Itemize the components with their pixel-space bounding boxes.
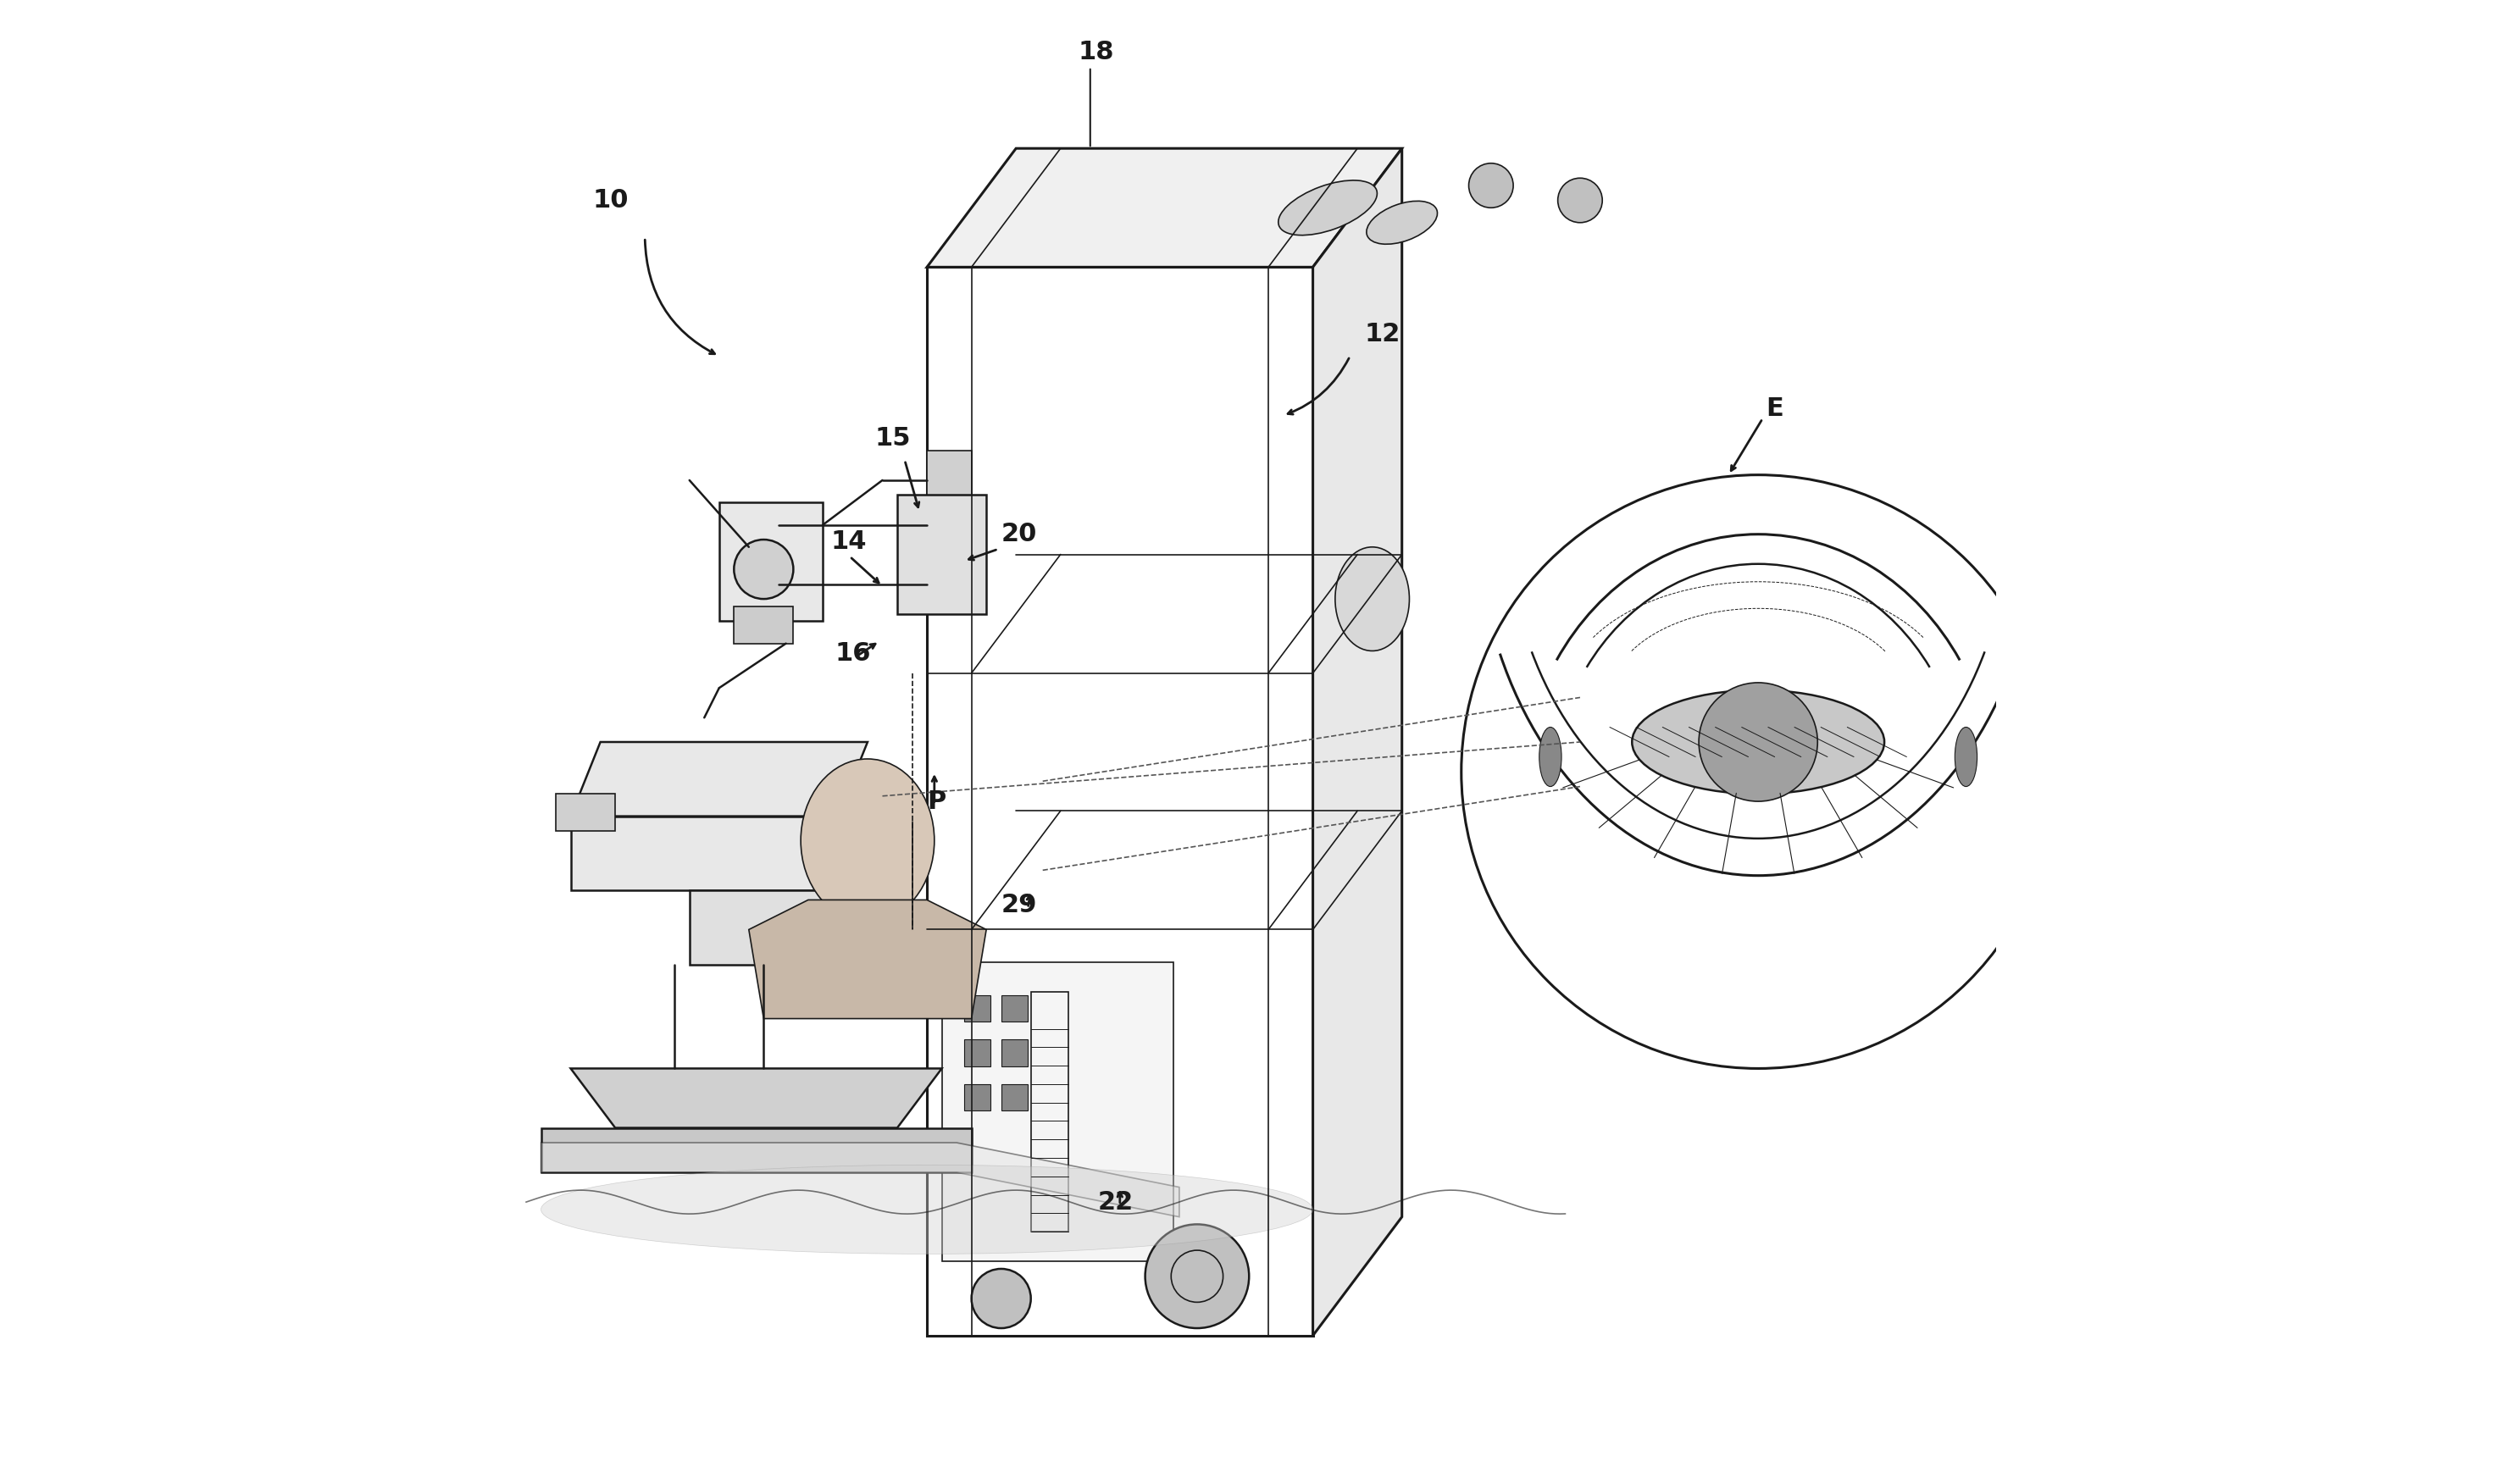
Polygon shape <box>542 1128 973 1172</box>
FancyBboxPatch shape <box>898 496 985 614</box>
Text: E: E <box>1765 396 1782 420</box>
Polygon shape <box>928 148 1401 267</box>
Text: 29: 29 <box>1000 893 1038 917</box>
FancyBboxPatch shape <box>735 607 792 644</box>
Ellipse shape <box>1955 727 1978 787</box>
Polygon shape <box>542 1143 1178 1217</box>
Text: 10: 10 <box>594 188 629 212</box>
Text: 18: 18 <box>1078 40 1113 64</box>
Polygon shape <box>572 1068 943 1128</box>
Polygon shape <box>689 890 898 965</box>
Text: 16: 16 <box>835 641 870 665</box>
Bar <box>1000 994 1028 1021</box>
Text: P: P <box>928 789 945 813</box>
Circle shape <box>1462 475 2056 1068</box>
Circle shape <box>735 540 792 600</box>
Circle shape <box>1146 1224 1248 1328</box>
Bar <box>1000 1083 1028 1110</box>
FancyBboxPatch shape <box>720 503 822 622</box>
Ellipse shape <box>800 758 935 922</box>
Text: 22: 22 <box>1098 1190 1133 1214</box>
Bar <box>965 1083 990 1110</box>
Ellipse shape <box>1539 727 1562 787</box>
Polygon shape <box>1314 148 1401 1336</box>
Polygon shape <box>572 742 867 816</box>
Ellipse shape <box>542 1165 1314 1254</box>
Ellipse shape <box>1336 548 1409 651</box>
Ellipse shape <box>1632 690 1885 794</box>
Bar <box>965 1039 990 1066</box>
Circle shape <box>973 1269 1030 1328</box>
Bar <box>965 994 990 1021</box>
Text: 20: 20 <box>1000 522 1038 546</box>
Text: 15: 15 <box>875 426 910 450</box>
Text: 14: 14 <box>830 530 867 554</box>
Circle shape <box>1469 163 1514 208</box>
FancyBboxPatch shape <box>557 794 614 831</box>
Polygon shape <box>572 816 837 890</box>
Circle shape <box>1557 178 1602 223</box>
FancyBboxPatch shape <box>943 962 1173 1261</box>
Text: 12: 12 <box>1364 322 1401 346</box>
Ellipse shape <box>1366 200 1437 245</box>
Bar <box>1000 1039 1028 1066</box>
Ellipse shape <box>1279 181 1376 234</box>
FancyBboxPatch shape <box>928 451 973 510</box>
Polygon shape <box>750 899 985 1018</box>
Circle shape <box>1700 683 1818 801</box>
